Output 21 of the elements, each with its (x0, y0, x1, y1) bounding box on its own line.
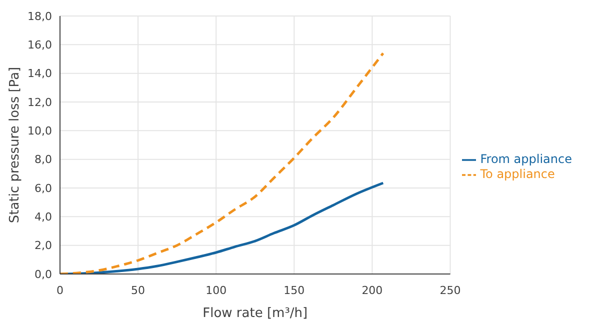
x-tick-label: 50 (131, 284, 146, 297)
x-tick-label: 200 (362, 284, 383, 297)
y-tick-label: 12,0 (28, 96, 52, 109)
x-axis-title: Flow rate [m³/h] (202, 306, 308, 322)
y-tick-label: 16,0 (28, 38, 52, 52)
x-tick-label: 250 (440, 284, 461, 297)
y-tick-label: 18,0 (28, 10, 52, 23)
legend-label: To appliance (480, 167, 555, 181)
y-tick-label: 0,0 (34, 268, 52, 281)
y-tick-label: 4,0 (34, 210, 52, 224)
y-tick-label: 10,0 (28, 124, 52, 138)
y-tick-label: 14,0 (28, 67, 52, 80)
line-series (60, 52, 384, 274)
y-tick-label: 2,0 (34, 239, 52, 252)
x-tick-label: 0 (56, 284, 64, 297)
y-tick-label: 8,0 (34, 153, 52, 166)
x-tick-label: 100 (206, 284, 227, 297)
y-axis-title: Static pressure loss [Pa] (8, 66, 23, 224)
legend-label: From appliance (480, 152, 572, 166)
x-tick-label: 150 (284, 284, 305, 297)
y-tick-label: 6,0 (34, 182, 52, 195)
